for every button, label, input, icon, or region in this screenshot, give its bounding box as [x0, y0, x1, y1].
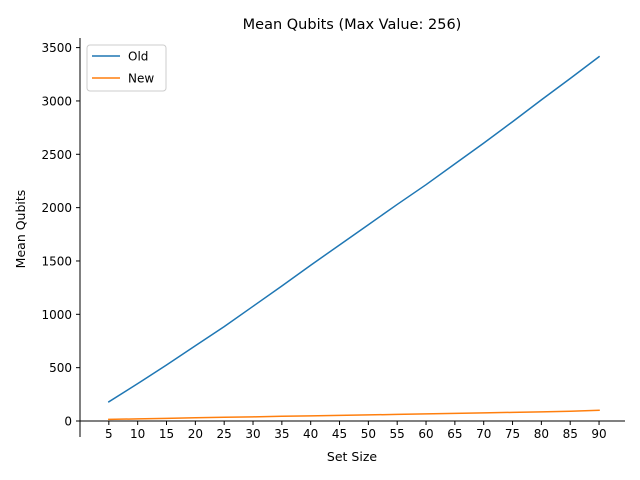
y-tick-label: 3500	[41, 41, 72, 55]
chart-title: Mean Qubits (Max Value: 256)	[243, 17, 462, 33]
x-tick-label: 40	[303, 427, 318, 441]
legend-label-new: New	[128, 72, 154, 86]
x-axis-label: Set Size	[327, 449, 377, 464]
x-tick-label: 5	[105, 427, 113, 441]
x-tick-label: 75	[505, 427, 520, 441]
x-tick-label: 30	[245, 427, 260, 441]
y-tick-label: 2500	[41, 148, 72, 162]
x-tick-label: 45	[332, 427, 347, 441]
y-tick-label: 0	[64, 415, 72, 429]
y-tick-label: 1500	[41, 254, 72, 268]
x-axis-ticks: 5 10 15 20 25 30 35 40 45 50 55 60 65 70 75 80 85 90	[105, 421, 607, 441]
x-tick-label: 25	[217, 427, 232, 441]
y-tick-label: 3000	[41, 94, 72, 108]
y-tick-label: 2000	[41, 201, 72, 215]
x-tick-label: 35	[274, 427, 289, 441]
x-tick-label: 55	[390, 427, 405, 441]
x-tick-label: 70	[476, 427, 491, 441]
legend-label-old: Old	[128, 50, 148, 64]
x-tick-label: 15	[159, 427, 174, 441]
series-line-new	[108, 409, 600, 421]
series-line-old	[107, 55, 601, 403]
x-tick-label: 85	[563, 427, 578, 441]
x-tick-label: 65	[447, 427, 462, 441]
x-tick-label: 90	[591, 427, 606, 441]
y-axis-label: Mean Qubits	[13, 190, 28, 269]
y-tick-label: 500	[49, 361, 72, 375]
x-tick-label: 60	[418, 427, 433, 441]
x-tick-label: 20	[188, 427, 203, 441]
x-tick-label: 10	[130, 427, 145, 441]
x-tick-label: 50	[361, 427, 376, 441]
y-axis-ticks: 0 500 1000 1500 2000 2500 3000 3500	[41, 41, 80, 429]
series-layer	[107, 55, 601, 421]
y-tick-label: 1000	[41, 308, 72, 322]
x-tick-label: 80	[534, 427, 549, 441]
legend: Old New	[86, 44, 167, 92]
